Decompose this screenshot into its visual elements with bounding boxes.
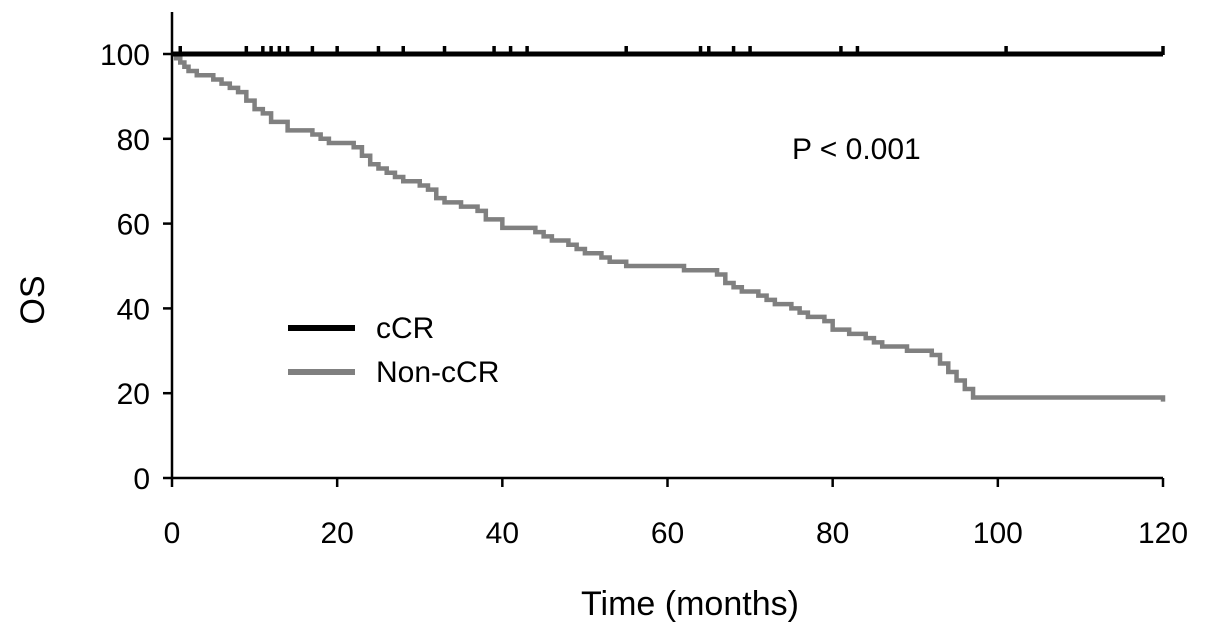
x-tick-label: 80 (816, 517, 849, 550)
y-tick-label: 20 (117, 378, 150, 411)
series-group (172, 46, 1166, 402)
x-tick-label: 20 (320, 517, 353, 550)
p-value-annotation: P < 0.001 (792, 133, 921, 166)
legend: cCR Non-cCR (288, 312, 499, 389)
x-tick-label: 0 (164, 517, 181, 550)
x-axis-title: Time (months) (581, 585, 799, 623)
ticks-group: 0 20 40 60 80 100 120 0 20 40 60 80 100 (100, 39, 1188, 550)
x-tick-label: 60 (651, 517, 684, 550)
x-tick-label: 120 (1138, 517, 1188, 550)
y-axis-title: OS (14, 275, 52, 324)
y-tick-label: 80 (117, 124, 150, 157)
series-line-non-ccr (172, 51, 1166, 402)
legend-label-ccr: cCR (376, 312, 434, 345)
axes-group (170, 12, 1163, 480)
x-tick-label: 100 (973, 517, 1023, 550)
y-tick-label: 100 (100, 39, 150, 72)
x-tick-label: 40 (486, 517, 519, 550)
y-tick-label: 40 (117, 293, 150, 326)
y-tick-label: 60 (117, 209, 150, 242)
legend-label-non-ccr: Non-cCR (376, 356, 499, 389)
y-tick-label: 0 (133, 463, 150, 496)
